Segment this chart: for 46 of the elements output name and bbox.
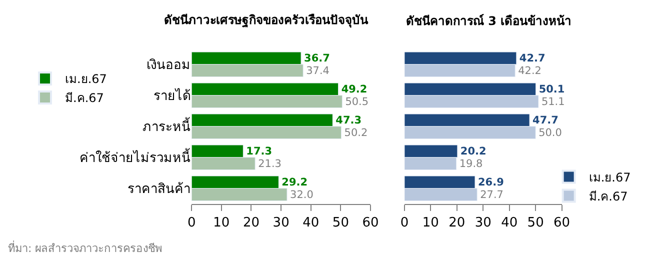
data-label: 36.7 (304, 52, 330, 65)
legend-label: เม.ย.67 (65, 72, 107, 86)
x-tick-label: 10 (422, 215, 439, 230)
data-label: 51.1 (541, 96, 565, 108)
x-tick-label: 0 (187, 215, 196, 230)
x-tick-label: 40 (302, 215, 320, 230)
y-tick-label: รายได้ (154, 88, 191, 104)
legend-label: มี.ค.67 (588, 189, 628, 204)
x-tick-label: 50 (527, 215, 544, 230)
x-tick-label: 40 (501, 215, 518, 230)
x-tick-label: 0 (400, 215, 409, 230)
data-label: 47.3 (336, 114, 362, 127)
legend-label: เม.ย.67 (588, 170, 631, 184)
data-label: 17.3 (246, 146, 272, 158)
data-label: 29.2 (282, 176, 308, 189)
data-label: 49.2 (341, 84, 368, 96)
x-tick-label: 50 (332, 215, 349, 230)
data-label: 50.5 (345, 96, 369, 108)
data-label: 42.2 (518, 64, 542, 77)
data-label: 47.7 (532, 114, 558, 127)
x-tick-label: 20 (242, 215, 260, 230)
x-tick-label: 10 (213, 215, 230, 230)
chart-title: ดัชนีคาดการณ์ 3 เดือนข้างหน้า (406, 14, 572, 28)
data-label: 50.2 (344, 126, 368, 139)
y-tick-label: ราคาสินค้า (128, 182, 191, 197)
data-label: 42.7 (519, 52, 546, 65)
legend-label: มี.ค.67 (65, 91, 104, 106)
data-label: 21.3 (258, 158, 282, 170)
data-label: 26.9 (478, 176, 504, 189)
x-tick-label: 60 (362, 215, 379, 230)
y-tick-label: ค่าใช้จ่ายไม่รวมหนี้ (80, 148, 191, 166)
x-tick-label: 60 (554, 215, 570, 230)
data-label: 37.4 (306, 64, 330, 77)
data-label: 50.0 (538, 126, 562, 139)
data-label: 50.1 (538, 84, 565, 96)
chart-title: ดัชนีภาวะเศรษฐกิจของครัวเรือนปัจจุบัน (164, 13, 369, 28)
y-tick-label: ภาระหนี้ (142, 116, 191, 135)
data-label: 20.2 (460, 146, 486, 158)
x-tick-label: 20 (448, 215, 466, 230)
y-tick-label: เงินออม (146, 58, 191, 73)
data-label: 27.7 (480, 188, 504, 201)
x-tick-label: 30 (474, 215, 492, 230)
text: ที่มา: ผลสำรวจภาวะการครองชีพ (8, 240, 162, 255)
data-label: 19.8 (459, 158, 483, 170)
x-tick-label: 30 (272, 215, 290, 230)
data-label: 32.0 (290, 188, 314, 201)
